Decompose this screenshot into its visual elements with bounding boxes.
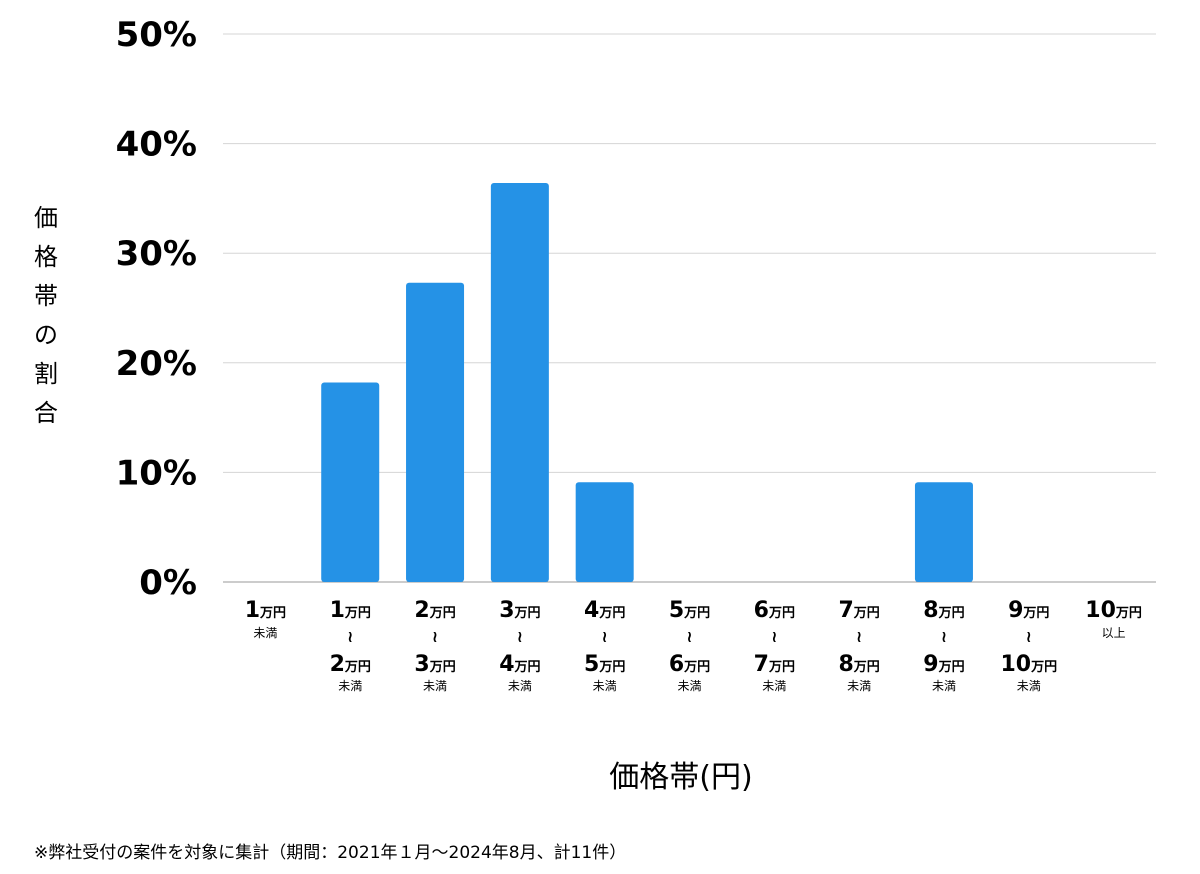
x-tick-label-note: 以上 — [1102, 626, 1126, 640]
x-tick-label-tilde: ≀ — [1026, 627, 1032, 646]
x-tick-label-note: 未満 — [762, 679, 786, 693]
x-tick-label-note: 未満 — [338, 679, 362, 693]
x-tick-label-tilde: ≀ — [602, 627, 608, 646]
x-axis-ticks: 1万円未満1万円≀2万円未満2万円≀3万円未満3万円≀4万円未満4万円≀5万円未… — [245, 598, 1142, 693]
x-tick-label-bottom: 3万円 — [414, 652, 455, 677]
x-tick-label-top: 3万円 — [499, 598, 540, 623]
bars — [321, 183, 973, 582]
x-tick-label-note: 未満 — [847, 679, 871, 693]
x-tick-label-tilde: ≀ — [432, 627, 438, 646]
x-tick-label-top: 2万円 — [414, 598, 455, 623]
x-axis-label: 価格帯(円) — [609, 760, 752, 795]
footnote: ※弊社受付の案件を対象に集計（期間：2021年１月〜2024年8月、計11件） — [34, 843, 627, 863]
x-tick-label-tilde: ≀ — [856, 627, 862, 646]
x-tick-label-bottom: 5万円 — [584, 652, 625, 677]
x-tick-label-top: 1万円 — [330, 598, 371, 623]
x-tick-label-tilde: ≀ — [517, 627, 523, 646]
y-tick-label: 0% — [139, 563, 197, 603]
x-tick-label-top: 4万円 — [584, 598, 625, 623]
y-tick-label: 40% — [116, 125, 197, 165]
y-axis-ticks: 0% 10% 20% 30% 40% 50% — [116, 15, 197, 603]
x-tick-label-tilde: ≀ — [687, 627, 693, 646]
y-tick-label: 30% — [116, 234, 197, 274]
x-tick-label-top: 9万円 — [1008, 598, 1049, 623]
y-tick-label: 50% — [116, 15, 197, 55]
x-tick-label-top: 1万円 — [245, 598, 286, 623]
y-axis-label: 価格帯の割合 — [34, 204, 58, 427]
bar — [321, 382, 380, 582]
x-tick-label-bottom: 2万円 — [330, 652, 371, 677]
bar — [575, 482, 634, 582]
x-tick-label-note: 未満 — [508, 679, 532, 693]
x-tick-label-note: 未満 — [677, 679, 701, 693]
x-tick-label-bottom: 4万円 — [499, 652, 540, 677]
x-tick-label-note: 未満 — [593, 679, 617, 693]
x-tick-label-top: 8万円 — [923, 598, 964, 623]
x-tick-label-tilde: ≀ — [941, 627, 947, 646]
y-tick-label: 10% — [116, 453, 197, 493]
x-tick-label-top: 10万円 — [1085, 598, 1142, 623]
bar — [490, 183, 549, 582]
bar — [406, 282, 465, 582]
x-tick-label-note: 未満 — [253, 626, 277, 640]
y-tick-label: 20% — [116, 344, 197, 384]
x-tick-label-tilde: ≀ — [347, 627, 353, 646]
x-tick-label-note: 未満 — [423, 679, 447, 693]
x-tick-label-bottom: 8万円 — [838, 652, 879, 677]
x-tick-label-bottom: 10万円 — [1000, 652, 1057, 677]
x-tick-label-note: 未満 — [1017, 679, 1041, 693]
bar-chart: 0%10%20%30%40%50% 1万円未満1万円≀2万円未満2万円≀3万円未… — [34, 15, 1156, 795]
x-tick-label-bottom: 6万円 — [669, 652, 710, 677]
x-tick-label-top: 7万円 — [838, 598, 879, 623]
x-tick-label-tilde: ≀ — [771, 627, 777, 646]
y-axis-label-text: 価格帯の割合 — [34, 204, 58, 427]
x-tick-label-bottom: 9万円 — [923, 652, 964, 677]
x-tick-label-bottom: 7万円 — [754, 652, 795, 677]
x-tick-label-top: 5万円 — [669, 598, 710, 623]
bar — [914, 482, 973, 582]
x-tick-label-top: 6万円 — [754, 598, 795, 623]
x-tick-label-note: 未満 — [932, 679, 956, 693]
